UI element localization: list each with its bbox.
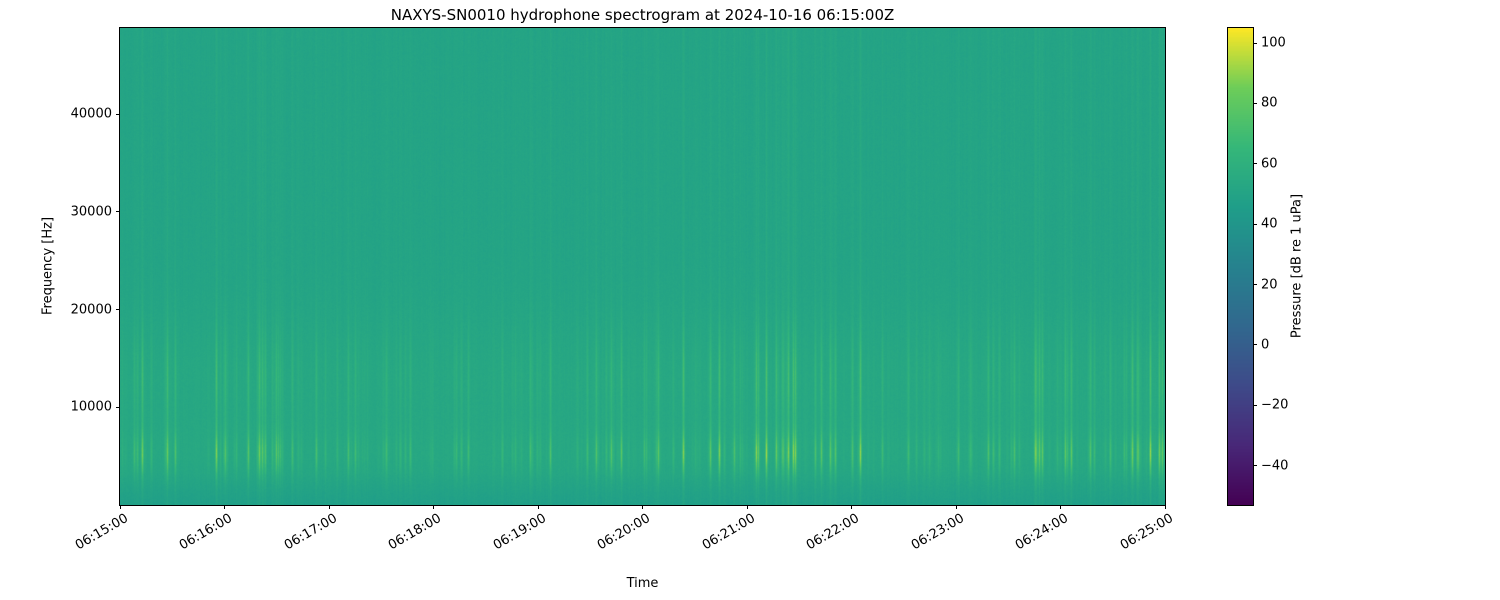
colorbar-tick-label: 40 [1261,216,1278,232]
x-tick-mark [1164,505,1166,509]
x-tick-label: 06:18:00 [385,511,444,554]
x-tick-label: 06:23:00 [908,511,967,554]
y-axis-label: Frequency [Hz] [40,216,56,316]
colorbar-tick-mark [1253,465,1257,467]
colorbar-tick-mark [1253,163,1257,165]
colorbar-tick-label: −20 [1261,397,1289,413]
colorbar-tick-label: −40 [1261,458,1289,474]
colorbar-tick-label: 20 [1261,277,1278,293]
y-tick-mark [116,113,120,115]
chart-title: NAXYS-SN0010 hydrophone spectrogram at 2… [390,6,895,24]
colorbar-tick-mark [1253,284,1257,286]
y-tick-mark [116,211,120,213]
spectrogram-image [120,28,1165,505]
colorbar-tick-mark [1253,223,1257,225]
colorbar-frame [1227,27,1254,506]
colorbar-tick-mark [1253,42,1257,44]
y-tick-label: 40000 [70,106,112,122]
colorbar-tick-mark [1253,344,1257,346]
x-axis-label: Time [626,576,659,591]
y-tick-mark [116,406,120,408]
y-tick-mark [116,309,120,310]
x-tick-label: 06:16:00 [176,511,235,554]
x-tick-mark [433,505,434,509]
y-tick-label: 30000 [70,204,112,220]
x-tick-mark [746,505,748,509]
x-tick-mark [328,505,330,509]
colorbar-tick-label: 80 [1261,95,1278,111]
x-tick-label: 06:25:00 [1117,511,1176,554]
x-tick-label: 06:21:00 [699,511,758,554]
plot-axes-frame [119,27,1166,506]
x-tick-label: 06:20:00 [594,511,653,554]
x-tick-label: 06:24:00 [1012,511,1071,554]
x-tick-mark [119,505,121,509]
y-tick-label: 10000 [70,399,112,415]
x-tick-mark [537,505,539,509]
x-tick-mark [955,505,957,509]
x-tick-label: 06:22:00 [803,511,862,554]
x-tick-mark [1060,505,1061,509]
colorbar-tick-mark [1253,102,1257,104]
x-tick-label: 06:19:00 [490,511,549,554]
x-tick-mark [224,505,225,509]
x-tick-label: 06:15:00 [72,511,131,554]
colorbar-tick-label: 60 [1261,156,1278,172]
colorbar-gradient [1228,28,1253,505]
colorbar-tick-mark [1253,404,1257,406]
colorbar-label: Pressure [dB re 1 uPa] [1289,193,1305,339]
x-tick-mark [851,505,852,509]
colorbar-tick-label: 0 [1261,337,1270,353]
x-tick-label: 06:17:00 [281,511,340,554]
colorbar-tick-label: 100 [1261,35,1286,51]
y-tick-label: 20000 [70,302,112,317]
x-tick-mark [642,505,643,509]
